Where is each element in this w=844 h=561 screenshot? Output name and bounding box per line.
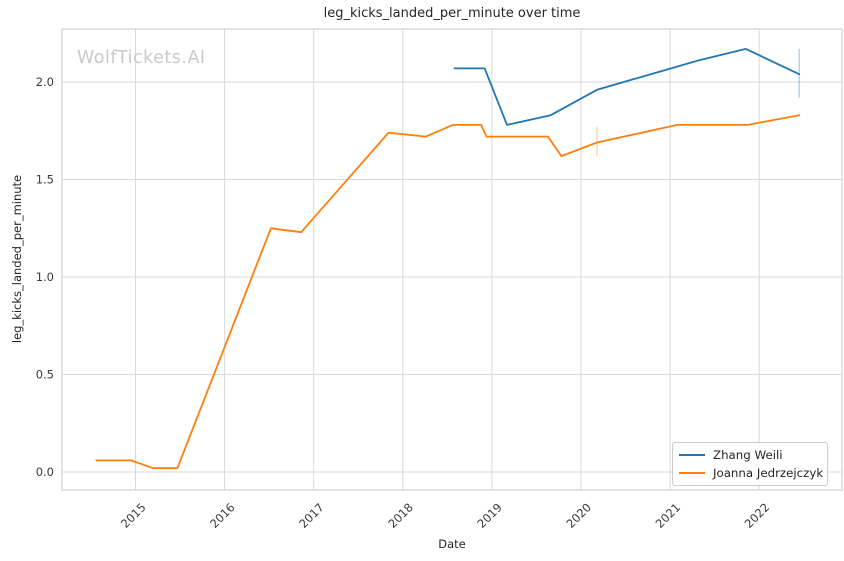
y-tick-label: 2.0 (36, 75, 54, 89)
x-tick-label: 2020 (563, 500, 594, 531)
plot-border (61, 28, 843, 491)
y-axis-label: leg_kicks_landed_per_minute (10, 174, 24, 344)
x-tick-label: 2015 (118, 500, 149, 531)
legend-item-zhang-weili: Zhang Weili (679, 448, 821, 462)
y-tick-label: 1.0 (36, 270, 54, 284)
legend-label: Joanna Jedrzejczyk (713, 466, 824, 480)
legend-item-joanna-jedrzejczyk: Joanna Jedrzejczyk (679, 466, 824, 480)
legend: Zhang Weili Joanna Jedrzejczyk (672, 442, 828, 486)
legend-line-swatch-orange (679, 472, 705, 474)
legend-line-swatch-blue (679, 454, 705, 456)
x-tick-label: 2017 (296, 500, 327, 531)
x-tick-label: 2022 (742, 500, 773, 531)
x-tick-label: 2021 (653, 500, 684, 531)
chart-title: leg_kicks_landed_per_minute over time (323, 6, 581, 21)
series-line-joanna-jedrzejczyk (95, 114, 801, 470)
x-tick-label: 2018 (385, 500, 416, 531)
series-line-zhang-weili (453, 48, 801, 126)
y-tick-label: 0.5 (36, 368, 54, 382)
x-tick-label: 2016 (207, 500, 238, 531)
y-tick-label: 0.0 (36, 465, 54, 479)
x-tick-label: 2019 (474, 500, 505, 531)
y-tick-label: 1.5 (36, 173, 54, 187)
x-axis-label: Date (438, 537, 466, 551)
watermark-text: WolfTickets.AI (77, 48, 206, 68)
legend-label: Zhang Weili (713, 448, 783, 462)
